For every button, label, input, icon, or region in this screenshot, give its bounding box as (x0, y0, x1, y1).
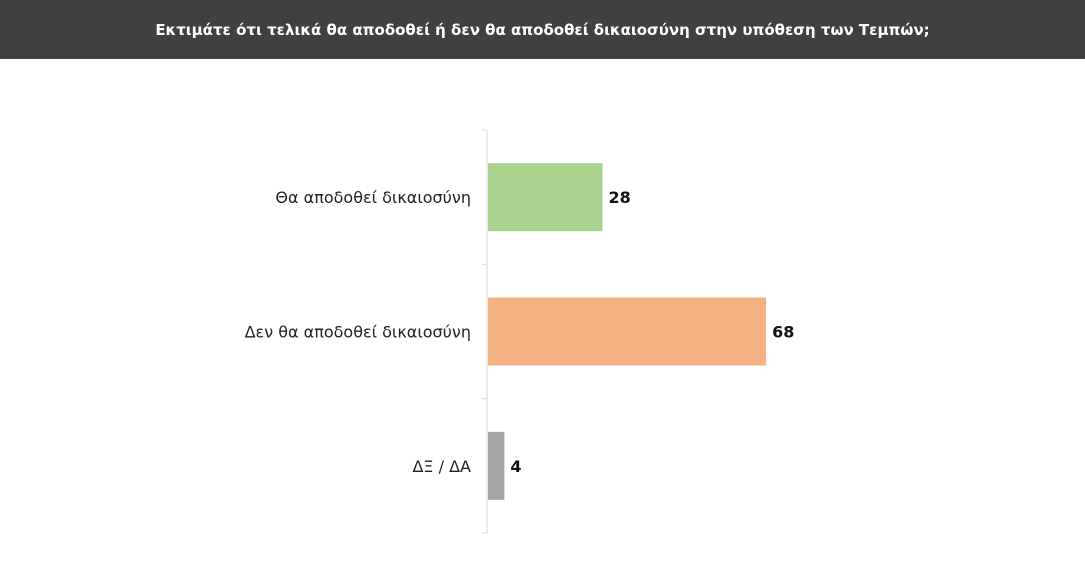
category-label: ΔΞ / ΔΑ (412, 457, 471, 476)
bar (488, 431, 505, 500)
data-label: 68 (772, 323, 794, 342)
bar (488, 163, 603, 232)
category-label: Θα αποδοθεί δικαιοσύνη (275, 188, 471, 207)
data-label: 28 (609, 188, 631, 207)
data-label: 4 (510, 457, 521, 476)
bar (488, 297, 767, 366)
chart-title: Εκτιμάτε ότι τελικά θα αποδοθεί ή δεν θα… (155, 20, 930, 39)
category-label: Δεν θα αποδοθεί δικαιοσύνη (245, 323, 471, 342)
chart-header: Εκτιμάτε ότι τελικά θα αποδοθεί ή δεν θα… (0, 0, 1085, 59)
